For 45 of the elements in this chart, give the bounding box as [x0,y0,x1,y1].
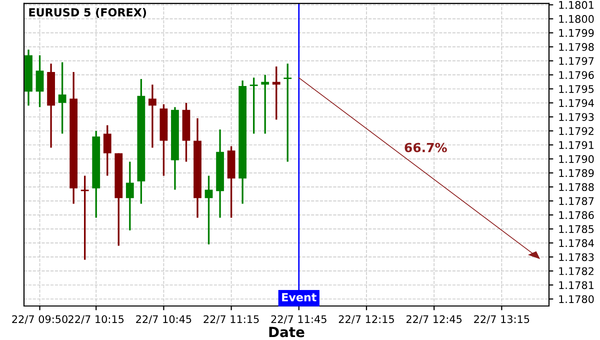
x-tick-label: 22/7 10:15 [68,315,124,324]
y-tick-label: 1.1800 [559,15,594,23]
annotation: 66.7% [404,142,447,152]
ref-line-label: Event [282,293,316,302]
y-tick-label: 1.1787 [559,197,594,206]
y-tick-label: 1.1799 [559,29,594,37]
x-tick-label: 22/7 13:15 [474,315,530,324]
candlestick [58,61,66,135]
candlestick [272,66,280,121]
candlestick [126,160,134,232]
x-tick-label: 22/7 12:15 [338,315,394,324]
x-tick-label: 22/7 11:45 [271,315,326,324]
candlestick [261,74,270,135]
y-tick-label: 1.1792 [559,127,594,135]
chart-title: EURUSD 5 (FOREX) [29,8,146,18]
candlestick [250,76,258,135]
y-tick-label: 1.1791 [559,141,594,149]
x-tick-label: 22/7 12:45 [406,315,462,324]
y-tick-label: 1.1781 [559,281,594,290]
y-tick-label: 1.1785 [559,225,594,234]
y-tick-label: 1.1794 [559,99,594,107]
y-tick-label: 1.1780 [559,295,594,304]
candlestick [148,84,156,149]
x-tick-label: 22/7 09:50 [12,315,68,324]
y-tick-label: 1.1789 [559,169,594,178]
candlestick [204,174,213,246]
candlestick [103,124,112,177]
candlestick [284,62,292,163]
x-axis-title: Date [269,326,304,338]
candlestick [36,54,44,108]
y-tick-label: 1.1786 [559,211,594,220]
y-tick-label: 1.1801 [559,1,594,9]
y-tick-label: 1.1798 [559,43,594,51]
y-tick-label: 1.1782 [559,267,594,276]
candlestick [80,174,89,261]
y-tick-label: 1.1797 [559,57,594,65]
y-tick-label: 1.1793 [559,113,594,121]
y-tick-label: 1.1784 [559,239,594,248]
y-tick-label: 1.1796 [559,71,594,79]
y-tick-label: 1.1795 [559,85,594,93]
y-tick-label: 1.1790 [559,155,594,164]
x-tick-label: 22/7 10:45 [136,315,192,324]
x-tick-label: 22/7 11:15 [204,315,259,324]
y-tick-label: 1.1788 [559,183,594,192]
y-tick-label: 1.1783 [559,253,594,262]
